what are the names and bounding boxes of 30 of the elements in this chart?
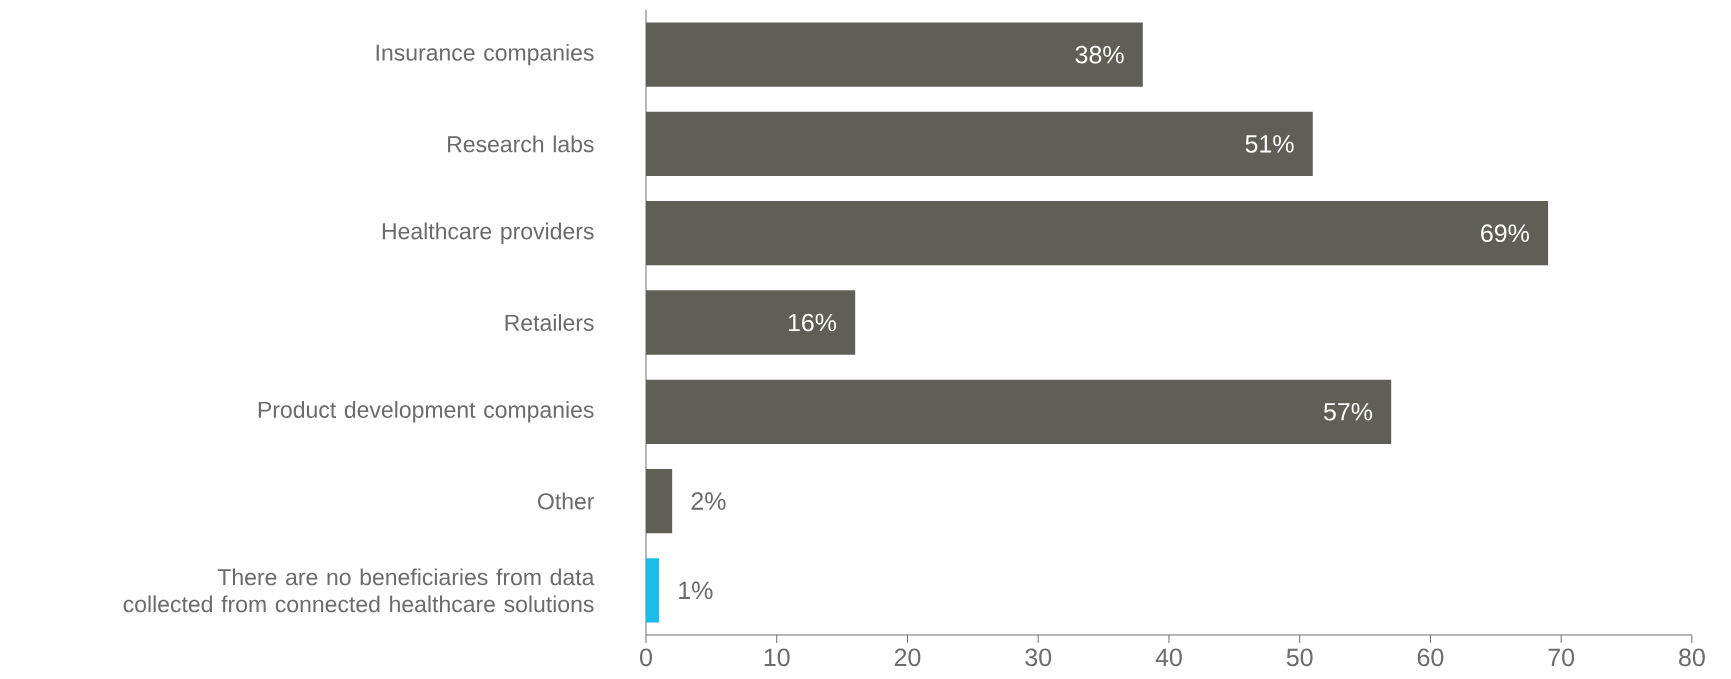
bar (646, 379, 1392, 444)
x-tick-label: 10 (764, 648, 790, 667)
y-tick-label: Research labs (448, 135, 594, 153)
data-label: 2% (691, 492, 726, 510)
data-label: 16% (788, 313, 837, 332)
x-tick-label: 40 (1155, 648, 1182, 667)
y-tick-label: Other (538, 492, 595, 510)
data-label: 57% (1323, 402, 1373, 421)
data-label: 51% (1245, 135, 1294, 153)
y-tick-label: Product development companies (258, 401, 594, 423)
bar (646, 558, 660, 623)
x-tick-label: 50 (1286, 648, 1313, 667)
x-tick-label: 0 (640, 648, 652, 667)
y-tick-label: Insurance companies (376, 43, 594, 66)
data-label: 69% (1481, 224, 1529, 243)
y-tick-label: Retailers (505, 314, 594, 331)
x-tick-label: 20 (894, 648, 921, 667)
bar (646, 201, 1549, 266)
y-tick-label: There are no beneficiaries from data collected from connected healthcare solutions (123, 568, 595, 613)
x-tick-label: 30 (1025, 648, 1052, 667)
bar (646, 468, 673, 534)
x-tick-label: 70 (1548, 648, 1575, 667)
data-label: 1% (679, 581, 713, 600)
x-tick-label: 80 (1679, 648, 1705, 667)
y-tick-label: Healthcare providers (382, 222, 594, 244)
data-label: 38% (1075, 45, 1124, 64)
bar (646, 111, 1313, 177)
bar (646, 290, 856, 355)
bar (646, 22, 1143, 87)
x-tick-label: 60 (1417, 648, 1444, 667)
